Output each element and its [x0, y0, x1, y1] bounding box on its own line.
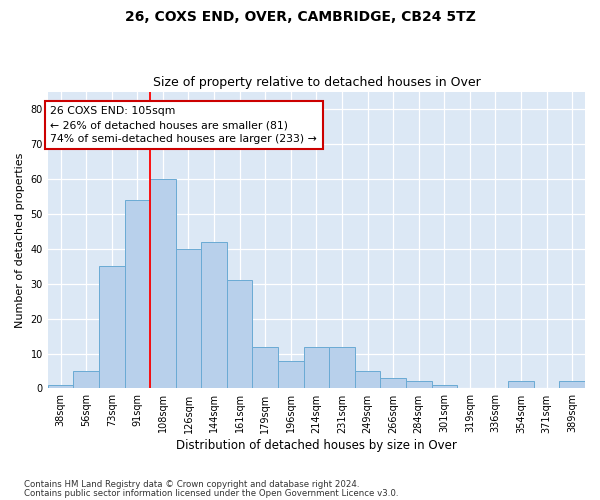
Bar [253, 346, 278, 389]
Bar [406, 382, 431, 388]
Bar [201, 242, 227, 388]
Text: Contains HM Land Registry data © Crown copyright and database right 2024.: Contains HM Land Registry data © Crown c… [24, 480, 359, 489]
Bar [559, 382, 585, 388]
Text: 26 COXS END: 105sqm
← 26% of detached houses are smaller (81)
74% of semi-detach: 26 COXS END: 105sqm ← 26% of detached ho… [50, 106, 317, 144]
Bar [329, 346, 355, 389]
Bar [48, 385, 73, 388]
Text: 26, COXS END, OVER, CAMBRIDGE, CB24 5TZ: 26, COXS END, OVER, CAMBRIDGE, CB24 5TZ [125, 10, 475, 24]
Text: Contains public sector information licensed under the Open Government Licence v3: Contains public sector information licen… [24, 488, 398, 498]
Bar [355, 371, 380, 388]
Bar [99, 266, 125, 388]
X-axis label: Distribution of detached houses by size in Over: Distribution of detached houses by size … [176, 440, 457, 452]
Bar [278, 360, 304, 388]
Bar [380, 378, 406, 388]
Bar [304, 346, 329, 389]
Y-axis label: Number of detached properties: Number of detached properties [15, 152, 25, 328]
Bar [73, 371, 99, 388]
Bar [150, 179, 176, 388]
Bar [431, 385, 457, 388]
Bar [176, 249, 201, 388]
Bar [508, 382, 534, 388]
Bar [227, 280, 253, 388]
Title: Size of property relative to detached houses in Over: Size of property relative to detached ho… [152, 76, 480, 90]
Bar [125, 200, 150, 388]
